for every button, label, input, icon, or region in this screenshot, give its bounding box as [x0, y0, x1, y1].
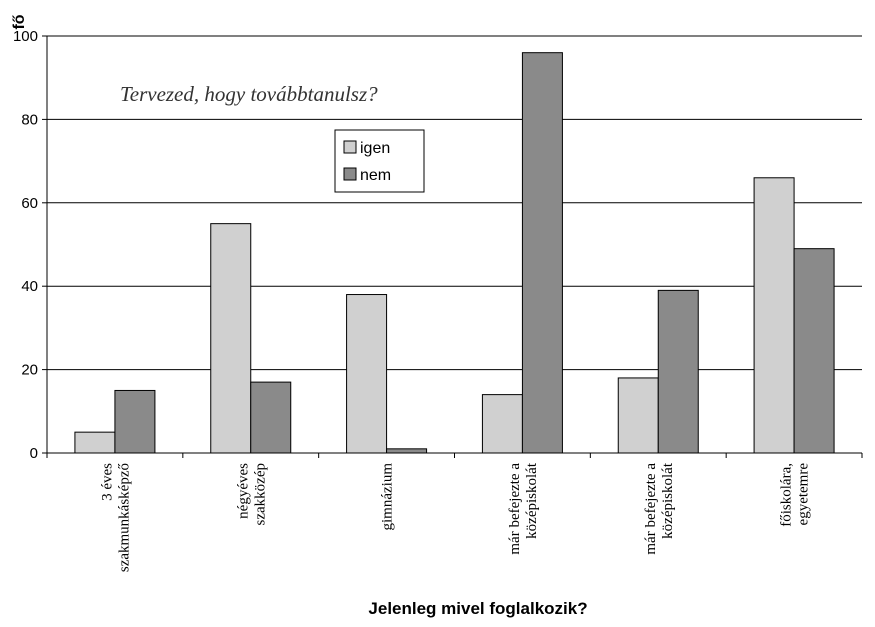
- legend-label-igen: igen: [360, 140, 390, 157]
- legend: igen nem: [334, 129, 425, 193]
- x-category-label: 3 éves szakmunkásképző: [99, 463, 132, 572]
- x-category-label: gimnázium: [380, 463, 396, 531]
- bar-igen-6: [753, 177, 795, 454]
- bar-igen-4: [481, 394, 523, 454]
- x-category-label-line: szakmunkásképző: [116, 463, 132, 572]
- bar-nem-5: [657, 289, 699, 454]
- x-category-label: már befejezte a középiskolát: [507, 462, 540, 554]
- y-tick-label: 0: [30, 445, 38, 462]
- x-category-label: négyéves szakközép: [235, 463, 268, 526]
- bar-nem-1: [114, 389, 156, 454]
- legend-box: [334, 129, 425, 193]
- bar-nem-6: [793, 248, 835, 454]
- bar-igen-2: [210, 223, 252, 454]
- bar-nem-4: [521, 52, 563, 454]
- y-tick-labels: 0 20 40 60 80 100: [13, 28, 38, 462]
- bar-igen-5: [617, 377, 659, 454]
- gridlines: [47, 35, 862, 371]
- legend-swatch-nem: [343, 167, 357, 181]
- y-axis-label: fő: [11, 14, 28, 29]
- bar-nem-3: [386, 448, 428, 454]
- legend-swatch-igen: [343, 140, 357, 154]
- y-tick-label: 40: [21, 278, 38, 295]
- x-axis-label: Jelenleg mivel foglalkozik?: [368, 599, 587, 618]
- x-category-labels: 3 éves szakmunkásképző négyéves szakközép gi…: [99, 462, 811, 572]
- x-category-label-line: négyéves: [235, 463, 251, 519]
- x-category-label-line: egyetemre: [796, 463, 812, 526]
- y-tick-label: 20: [21, 362, 38, 379]
- axes: [42, 35, 863, 458]
- x-category-label-line: már befejezte a: [643, 463, 659, 555]
- bar-igen-1: [74, 431, 116, 454]
- chart-annotation: Tervezed, hogy továbbtanulsz?: [120, 82, 378, 106]
- y-tick-label: 60: [21, 195, 38, 212]
- x-category-label-line: középiskolát: [660, 462, 676, 539]
- bars: [74, 52, 835, 454]
- x-category-label-line: már befejezte a: [507, 463, 523, 555]
- x-category-label: már befejezte a középiskolát: [643, 462, 676, 554]
- y-tick-label: 100: [13, 28, 38, 45]
- x-category-label-line: gimnázium: [380, 463, 396, 531]
- bar-nem-2: [250, 381, 292, 454]
- bar-igen-3: [346, 294, 388, 454]
- x-category-label: főiskolára, egyetemre: [779, 463, 812, 527]
- x-category-label-line: főiskolára,: [779, 463, 795, 527]
- x-category-label-line: 3 éves: [99, 463, 115, 501]
- legend-label-nem: nem: [360, 167, 391, 184]
- y-tick-label: 80: [21, 111, 38, 128]
- x-category-label-line: középiskolát: [524, 462, 540, 539]
- x-category-label-line: szakközép: [252, 463, 268, 525]
